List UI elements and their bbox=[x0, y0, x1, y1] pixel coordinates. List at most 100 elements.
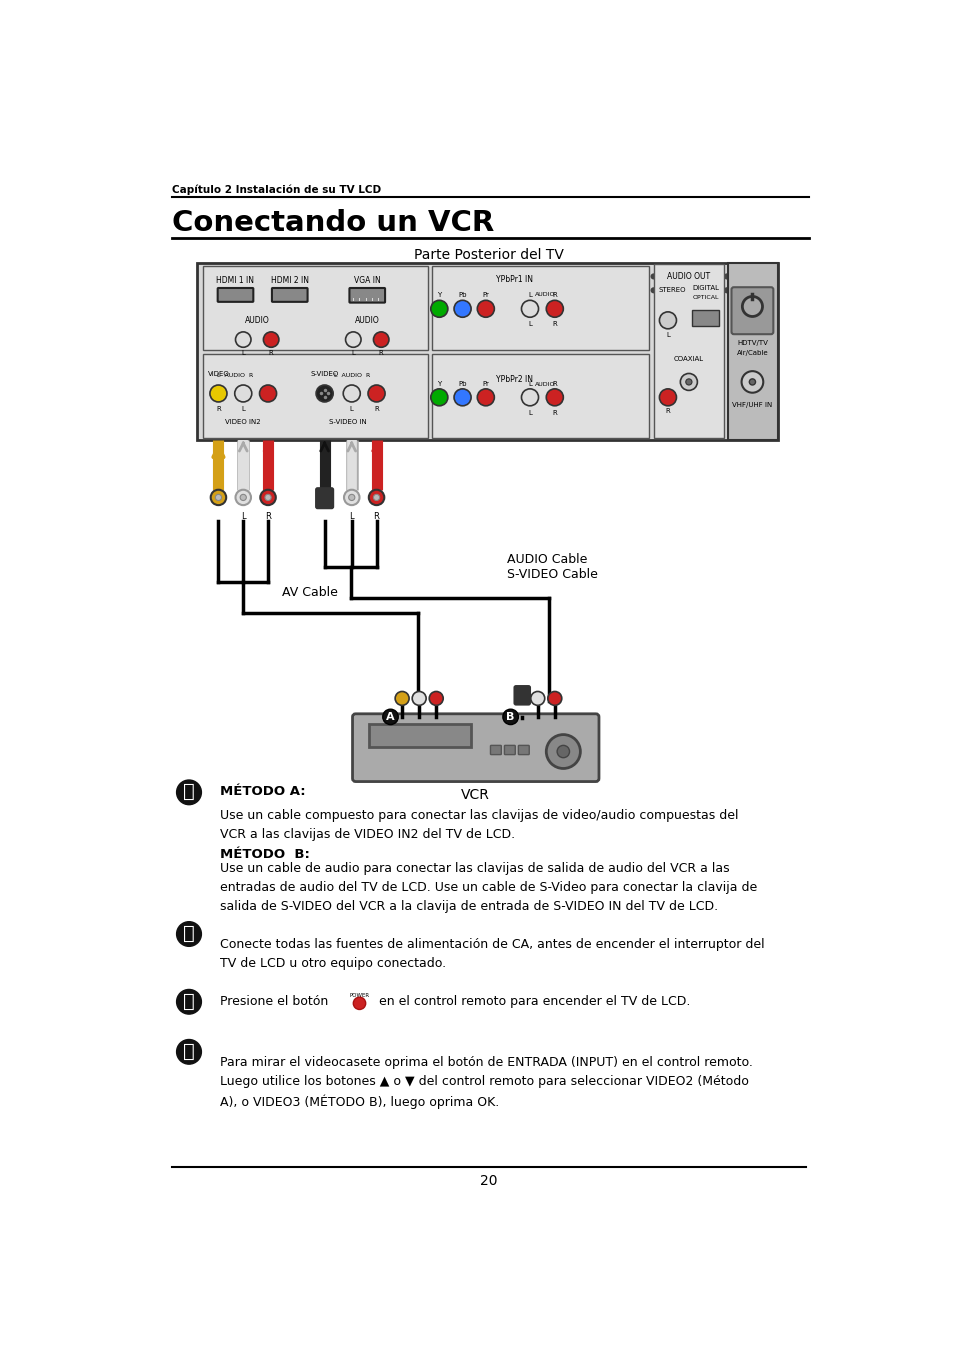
Circle shape bbox=[546, 301, 562, 317]
FancyBboxPatch shape bbox=[490, 745, 500, 754]
Circle shape bbox=[240, 494, 246, 501]
Circle shape bbox=[629, 287, 635, 294]
Text: S-VIDEO IN: S-VIDEO IN bbox=[329, 418, 366, 425]
Text: Pr: Pr bbox=[482, 292, 489, 298]
Text: R: R bbox=[552, 410, 557, 416]
Circle shape bbox=[566, 287, 573, 294]
Circle shape bbox=[558, 753, 564, 758]
Circle shape bbox=[618, 274, 624, 279]
Circle shape bbox=[556, 287, 562, 294]
Text: MÉTODO A:: MÉTODO A: bbox=[220, 785, 305, 798]
Circle shape bbox=[671, 287, 677, 294]
Circle shape bbox=[343, 385, 360, 402]
Circle shape bbox=[263, 332, 278, 347]
Text: VHF/UHF IN: VHF/UHF IN bbox=[732, 402, 772, 408]
Text: L: L bbox=[528, 292, 532, 298]
Text: AUDIO: AUDIO bbox=[355, 315, 379, 325]
Circle shape bbox=[734, 287, 740, 294]
Circle shape bbox=[608, 287, 615, 294]
Circle shape bbox=[235, 332, 251, 347]
Circle shape bbox=[472, 274, 478, 279]
Text: ①: ① bbox=[183, 784, 194, 802]
Text: YPbPr2 IN: YPbPr2 IN bbox=[496, 375, 533, 385]
Circle shape bbox=[260, 490, 275, 505]
Circle shape bbox=[472, 287, 478, 294]
Text: AUDIO OUT: AUDIO OUT bbox=[666, 272, 710, 280]
Circle shape bbox=[382, 709, 397, 724]
Circle shape bbox=[577, 274, 583, 279]
Circle shape bbox=[353, 997, 365, 1010]
Text: Pb: Pb bbox=[457, 292, 466, 298]
Circle shape bbox=[535, 274, 541, 279]
Circle shape bbox=[659, 311, 676, 329]
Text: R: R bbox=[269, 351, 274, 356]
Text: L: L bbox=[351, 351, 355, 356]
Circle shape bbox=[723, 274, 729, 279]
Circle shape bbox=[211, 490, 226, 505]
Text: AUDIO: AUDIO bbox=[535, 382, 556, 387]
Circle shape bbox=[482, 287, 489, 294]
Circle shape bbox=[395, 692, 409, 705]
Circle shape bbox=[692, 274, 698, 279]
Circle shape bbox=[259, 385, 276, 402]
Circle shape bbox=[429, 692, 443, 705]
Text: Para mirar el videocasete oprima el botón de ENTRADA (INPUT) en el control remot: Para mirar el videocasete oprima el botó… bbox=[220, 1056, 752, 1109]
Text: L: L bbox=[528, 382, 532, 387]
Circle shape bbox=[373, 332, 389, 347]
Circle shape bbox=[503, 287, 510, 294]
FancyBboxPatch shape bbox=[514, 686, 530, 704]
Text: S-VIDEO: S-VIDEO bbox=[310, 371, 338, 378]
Circle shape bbox=[618, 287, 624, 294]
Circle shape bbox=[454, 301, 471, 317]
Circle shape bbox=[639, 287, 645, 294]
Circle shape bbox=[176, 922, 201, 946]
Text: Capítulo 2 Instalación de su TV LCD: Capítulo 2 Instalación de su TV LCD bbox=[172, 184, 380, 195]
Text: VIDEO IN2: VIDEO IN2 bbox=[225, 418, 261, 425]
Circle shape bbox=[431, 389, 447, 406]
FancyBboxPatch shape bbox=[272, 288, 307, 302]
Text: Conectando un VCR: Conectando un VCR bbox=[172, 209, 494, 237]
Circle shape bbox=[713, 274, 719, 279]
Circle shape bbox=[557, 745, 569, 758]
Circle shape bbox=[556, 274, 562, 279]
Text: Pr: Pr bbox=[482, 382, 489, 387]
Circle shape bbox=[493, 274, 499, 279]
Circle shape bbox=[577, 287, 583, 294]
Circle shape bbox=[587, 287, 594, 294]
Circle shape bbox=[476, 389, 494, 406]
FancyBboxPatch shape bbox=[203, 355, 427, 439]
Text: Use un cable de audio para conectar las clavijas de salida de audio del VCR a la: Use un cable de audio para conectar las … bbox=[220, 861, 757, 913]
Circle shape bbox=[546, 735, 579, 769]
Circle shape bbox=[454, 389, 471, 406]
FancyBboxPatch shape bbox=[691, 310, 719, 326]
Circle shape bbox=[503, 274, 510, 279]
Circle shape bbox=[748, 379, 755, 385]
Circle shape bbox=[524, 287, 531, 294]
Circle shape bbox=[548, 753, 555, 758]
Text: YPbPr1 IN: YPbPr1 IN bbox=[496, 275, 533, 284]
Text: 20: 20 bbox=[479, 1174, 497, 1189]
Text: A: A bbox=[386, 712, 395, 722]
Circle shape bbox=[235, 490, 251, 505]
Text: L  AUDIO  R: L AUDIO R bbox=[217, 374, 253, 378]
Circle shape bbox=[660, 287, 666, 294]
Circle shape bbox=[598, 287, 604, 294]
Circle shape bbox=[176, 1040, 201, 1064]
Circle shape bbox=[639, 274, 645, 279]
Text: VCR: VCR bbox=[461, 788, 490, 803]
Text: STEREO: STEREO bbox=[658, 287, 685, 292]
FancyBboxPatch shape bbox=[727, 263, 778, 440]
FancyBboxPatch shape bbox=[654, 264, 723, 439]
Text: en el control remoto para encender el TV de LCD.: en el control remoto para encender el TV… bbox=[371, 995, 690, 1009]
Text: Y: Y bbox=[436, 292, 441, 298]
Circle shape bbox=[685, 379, 691, 385]
Text: S-VIDEO Cable: S-VIDEO Cable bbox=[506, 567, 597, 581]
Text: R: R bbox=[374, 512, 379, 521]
Text: B: B bbox=[506, 712, 515, 722]
FancyBboxPatch shape bbox=[353, 714, 598, 781]
Text: Conecte todas las fuentes de alimentación de CA, antes de encender el interrupto: Conecte todas las fuentes de alimentació… bbox=[220, 938, 763, 969]
Text: AUDIO: AUDIO bbox=[245, 315, 270, 325]
Circle shape bbox=[368, 385, 385, 402]
Text: DIGITAL: DIGITAL bbox=[692, 284, 719, 291]
Text: AUDIO: AUDIO bbox=[535, 292, 556, 298]
